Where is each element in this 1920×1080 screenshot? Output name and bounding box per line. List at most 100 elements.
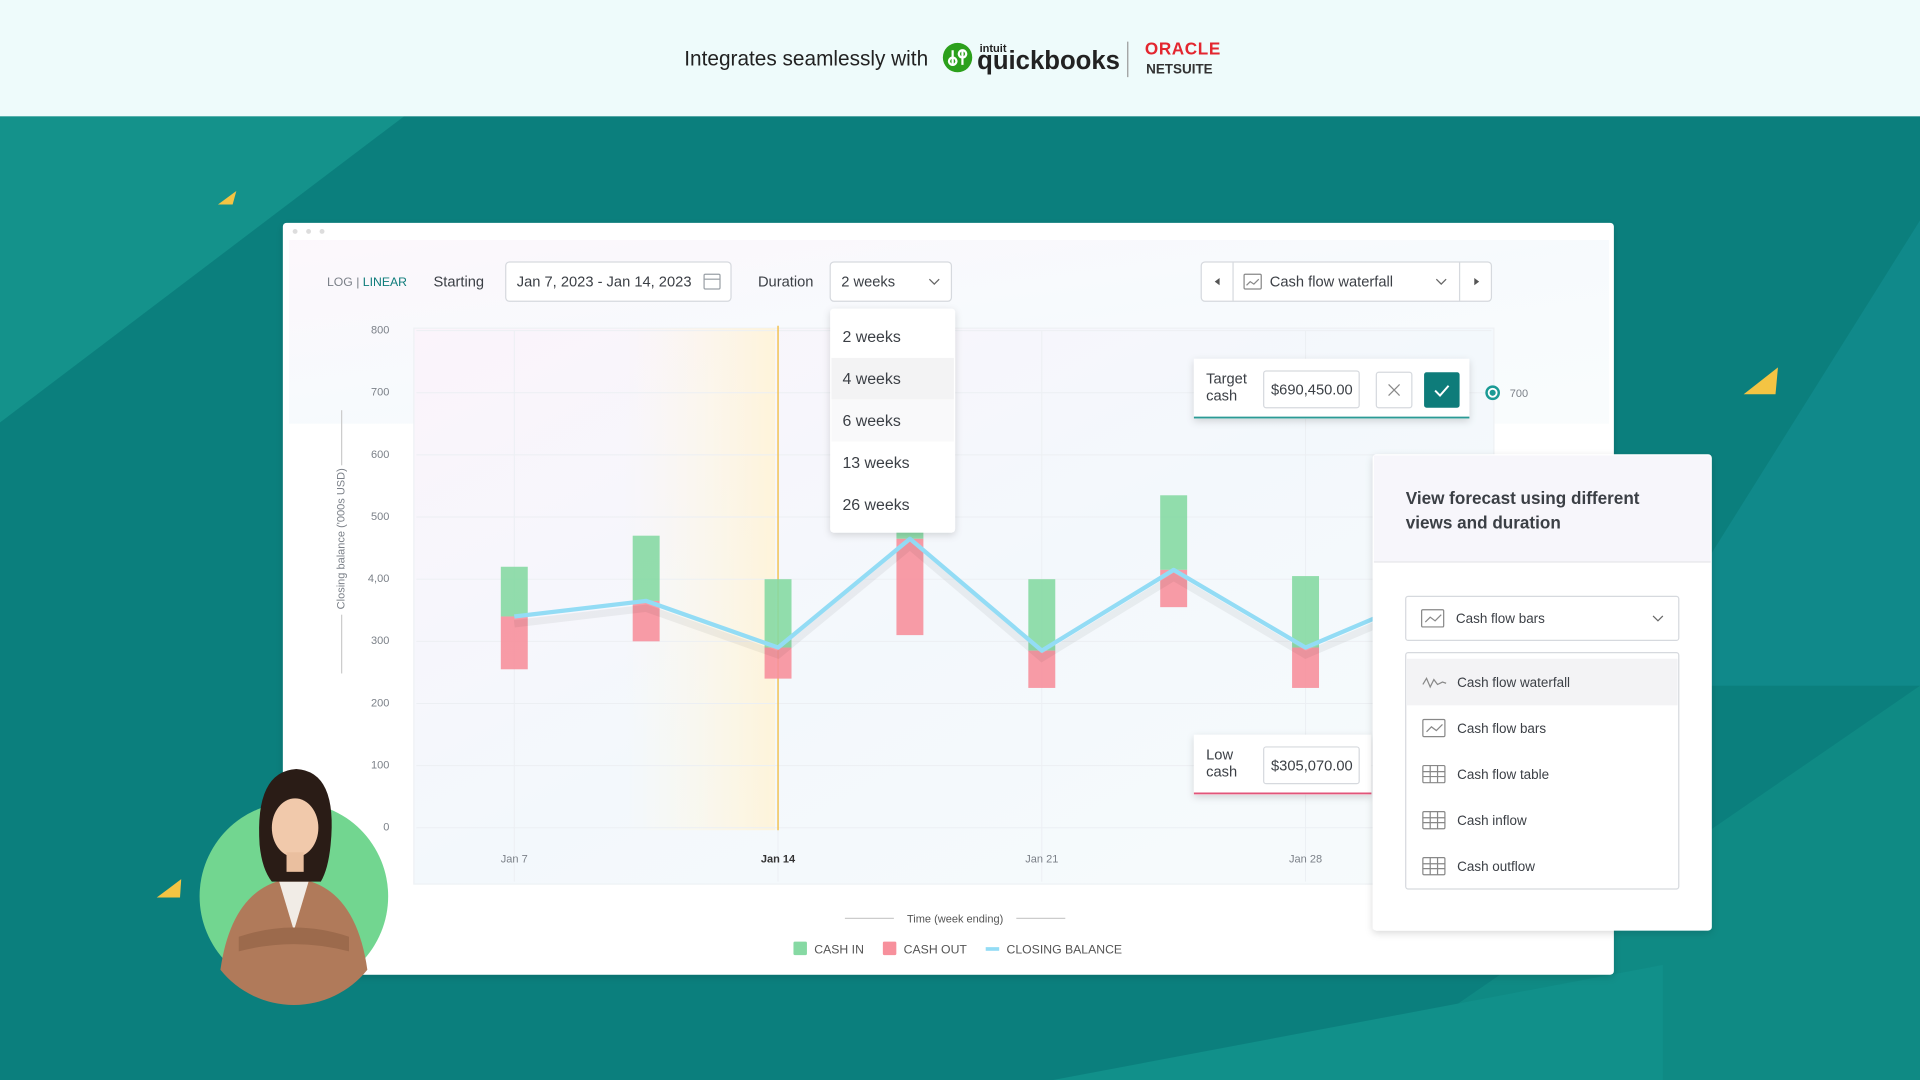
cash-out-bar xyxy=(1028,650,1056,688)
low-amount[interactable]: $305,070.00 xyxy=(1271,758,1353,774)
cash-out-bar xyxy=(896,538,924,636)
panel-option[interactable]: Cash outflow xyxy=(1457,859,1535,874)
panel-option[interactable]: Cash flow table xyxy=(1457,767,1549,782)
option-icon xyxy=(1422,857,1446,876)
view-select[interactable] xyxy=(1200,261,1493,302)
low-label: Low xyxy=(1206,747,1233,763)
cash-out-bar xyxy=(632,600,660,642)
panel-select[interactable] xyxy=(1405,595,1680,642)
select-icon xyxy=(1421,609,1445,628)
duration-value[interactable]: 2 weeks xyxy=(841,275,895,291)
cash-in-bar xyxy=(1028,579,1056,651)
icon-wave xyxy=(1422,677,1447,689)
quickbooks-brand: intuit xyxy=(980,43,1007,55)
bg-shape xyxy=(0,116,405,423)
icon-frame xyxy=(1422,857,1446,876)
header: Integrates seamlessly with intuit quickb… xyxy=(0,0,1920,117)
target-label: Target xyxy=(1206,371,1247,387)
cash-in-bar xyxy=(1160,495,1188,570)
y-tick-label: 700 xyxy=(371,387,389,399)
quickbooks-logo xyxy=(942,42,973,73)
panel-selected[interactable]: Cash flow bars xyxy=(1456,611,1545,626)
duration-option[interactable]: 26 weeks xyxy=(842,497,909,514)
legend-swatch xyxy=(793,941,807,956)
quickbooks-name: quickbooks xyxy=(977,47,1120,75)
avatar xyxy=(199,768,389,1005)
view-icon xyxy=(1243,273,1262,290)
y-tick-label: 100 xyxy=(371,760,389,772)
cash-in-bar xyxy=(500,566,528,617)
avatar-shirt xyxy=(279,881,309,931)
icon-frame xyxy=(1422,718,1446,738)
target-input[interactable] xyxy=(1263,370,1360,409)
next-view[interactable] xyxy=(1474,277,1480,286)
icon-frame xyxy=(1422,810,1446,830)
cash-in-bar xyxy=(1292,576,1320,648)
scale-separator: | xyxy=(356,275,359,289)
cash-in-bar xyxy=(896,529,924,539)
date-range[interactable]: Jan 7, 2023 - Jan 14, 2023 xyxy=(517,275,692,291)
target-amount[interactable]: $690,450.00 xyxy=(1271,382,1353,398)
closing-balance-shadow xyxy=(513,541,1439,663)
duration-select[interactable] xyxy=(829,261,953,302)
view-panel: View forecast using different views and … xyxy=(1372,454,1712,931)
option-hover xyxy=(831,357,954,400)
prev-view[interactable] xyxy=(1214,277,1220,286)
panel-option[interactable]: Cash inflow xyxy=(1457,813,1527,828)
icon-grid xyxy=(1422,765,1445,783)
starting-label: Starting xyxy=(433,275,484,291)
x-tick-label: Jan 28 xyxy=(1289,853,1322,865)
x-axis-title: Time (week ending) xyxy=(907,913,1003,925)
low-cash-box: Low cash $305,070.00 xyxy=(1193,734,1372,795)
scale-toggle[interactable]: LOG | LINEAR xyxy=(327,275,407,289)
scale-log[interactable]: LOG xyxy=(327,275,353,289)
panel-option[interactable]: Cash flow waterfall xyxy=(1457,675,1570,690)
icon-grid xyxy=(1422,857,1445,875)
bg-shape xyxy=(1053,964,1663,1080)
low-input[interactable] xyxy=(1263,746,1360,785)
duration-option[interactable]: 2 weeks xyxy=(842,329,900,346)
duration-option[interactable]: 6 weeks xyxy=(842,413,900,430)
target-cash-box: Target cash $690,450.00 xyxy=(1193,358,1470,419)
x-tick-label: Jan 7 xyxy=(501,853,528,865)
y-tick-label: 500 xyxy=(371,511,389,523)
y-tick-label: 300 xyxy=(371,635,389,647)
panel-title: views and duration xyxy=(1406,513,1561,533)
confirm-icon xyxy=(1434,385,1450,397)
panel-header xyxy=(1373,455,1711,563)
cash-in-bar xyxy=(764,579,792,648)
icon-frame xyxy=(1422,764,1446,784)
target-label: cash xyxy=(1206,389,1237,405)
window-dot xyxy=(319,228,325,234)
duration-label: Duration xyxy=(758,275,814,291)
view-value[interactable]: Cash flow waterfall xyxy=(1270,275,1393,291)
legend-label: CASH OUT xyxy=(904,942,968,956)
date-input[interactable] xyxy=(505,261,732,302)
option-icon xyxy=(1422,764,1446,784)
legend-label: CLOSING BALANCE xyxy=(1007,942,1123,956)
y-axis-title: Closing balance ('000s USD) xyxy=(336,468,348,609)
cash-out-bar xyxy=(764,647,792,679)
x-tick-label: Jan 21 xyxy=(1025,853,1058,865)
oracle-name: ORACLE xyxy=(1145,39,1221,59)
icon-grid xyxy=(1422,811,1445,829)
window-dot xyxy=(292,228,298,234)
duration-menu: 2 weeks 4 weeks 6 weeks 13 weeks 26 weeks xyxy=(830,308,956,533)
avatar-neck xyxy=(286,852,304,872)
tagline: Integrates seamlessly with xyxy=(684,48,928,71)
duration-option[interactable]: 13 weeks xyxy=(842,455,909,472)
option-icon xyxy=(1422,677,1447,689)
scale-linear[interactable]: LINEAR xyxy=(363,275,407,289)
panel-option[interactable]: Cash flow bars xyxy=(1457,721,1546,736)
window-dot xyxy=(306,228,312,234)
confirm-button[interactable] xyxy=(1424,372,1460,408)
target-marker-dot xyxy=(1489,389,1496,396)
calendar-icon[interactable] xyxy=(703,273,721,290)
duration-option[interactable]: 4 weeks xyxy=(842,371,900,388)
legend-swatch xyxy=(882,941,897,956)
y-tick-label: 200 xyxy=(371,697,389,709)
option-hover xyxy=(831,399,954,442)
panel-title: View forecast using different xyxy=(1406,488,1640,508)
